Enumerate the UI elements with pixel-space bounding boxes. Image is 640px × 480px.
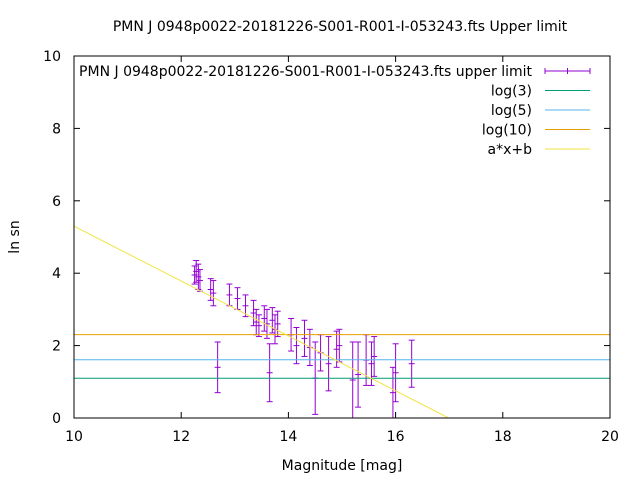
- data-point: [214, 341, 221, 394]
- x-tick-label: 12: [172, 429, 190, 445]
- data-point: [269, 307, 276, 334]
- data-point: [255, 314, 262, 338]
- data-point: [250, 299, 257, 327]
- legend-label: log(5): [491, 103, 532, 119]
- data-point: [392, 343, 399, 403]
- plot-clipped-group: [74, 225, 610, 418]
- data-point: [210, 279, 217, 307]
- y-axis-label: ln sn: [7, 220, 23, 253]
- fit-line: [74, 225, 449, 418]
- y-tick-label: 6: [52, 194, 61, 210]
- data-point: [333, 330, 340, 368]
- data-point: [325, 336, 332, 392]
- x-tick-label: 16: [387, 429, 405, 445]
- data-point: [301, 319, 308, 357]
- plot-area: [74, 225, 610, 418]
- data-point: [207, 278, 214, 301]
- legend-label: PMN J 0948p0022-20181226-S001-R001-I-053…: [79, 64, 532, 80]
- y-tick-label: 2: [52, 339, 61, 355]
- plot-frame: [73, 55, 611, 419]
- data-point: [261, 305, 268, 332]
- data-point: [266, 343, 273, 403]
- chart-title: PMN J 0948p0022-20181226-S001-R001-I-053…: [113, 19, 568, 35]
- y-tick-label: 0: [52, 411, 61, 427]
- legend-label: log(3): [491, 84, 532, 100]
- axis-ticks: 10 12 14 16 18 20 0 2 4 6 8 10: [43, 49, 619, 445]
- data-point: [293, 327, 300, 365]
- legend: PMN J 0948p0022-20181226-S001-R001-I-053…: [79, 64, 591, 158]
- legend-entry: log(5): [491, 103, 590, 119]
- legend-entry: a*x+b: [488, 142, 590, 158]
- x-tick-label: 10: [65, 429, 83, 445]
- legend-label: log(10): [482, 123, 532, 139]
- y-tick-label: 4: [52, 266, 61, 282]
- data-point: [242, 294, 249, 318]
- x-axis-label: Magnitude [mag]: [282, 458, 403, 474]
- x-tick-label: 20: [601, 429, 619, 445]
- legend-entry: PMN J 0948p0022-20181226-S001-R001-I-053…: [79, 64, 591, 80]
- legend-entry: log(10): [482, 123, 590, 139]
- y-tick-label: 8: [52, 121, 61, 137]
- x-tick-label: 14: [279, 429, 297, 445]
- data-point: [355, 341, 362, 408]
- legend-label: a*x+b: [488, 142, 533, 158]
- data-point: [408, 339, 415, 388]
- data-point: [389, 366, 396, 418]
- data-point: [371, 336, 378, 377]
- data-point: [274, 310, 281, 338]
- x-tick-label: 18: [494, 429, 512, 445]
- data-point: [226, 283, 233, 307]
- y-tick-label: 10: [43, 49, 61, 65]
- data-point: [349, 341, 356, 418]
- legend-entry: log(3): [491, 84, 590, 100]
- data-point: [234, 287, 241, 310]
